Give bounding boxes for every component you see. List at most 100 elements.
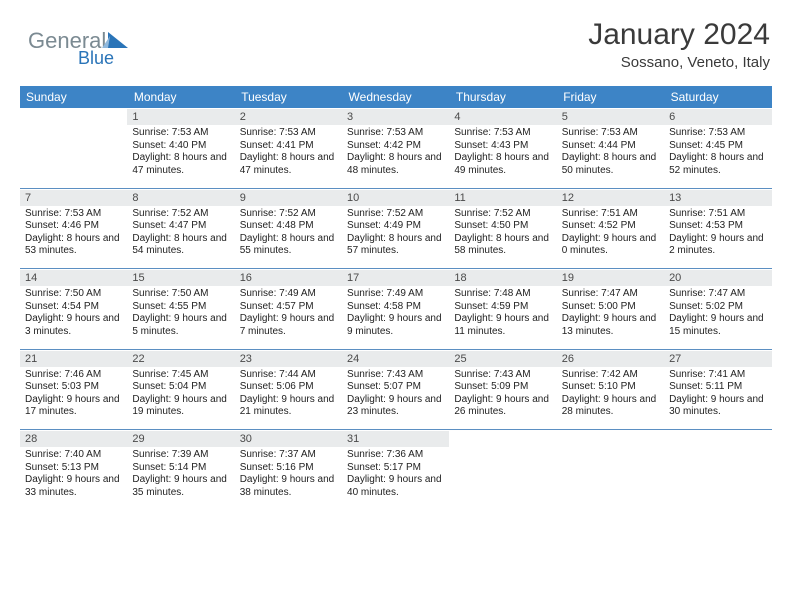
day-cell: 6Sunrise: 7:53 AM Sunset: 4:45 PM Daylig…: [664, 108, 771, 188]
day-cell: 12Sunrise: 7:51 AM Sunset: 4:52 PM Dayli…: [557, 189, 664, 269]
day-details: Sunrise: 7:46 AM Sunset: 5:03 PM Dayligh…: [20, 367, 127, 419]
day-number-bar: 6: [664, 108, 771, 125]
day-cell: 8Sunrise: 7:52 AM Sunset: 4:47 PM Daylig…: [127, 189, 234, 269]
location-label: Sossano, Veneto, Italy: [588, 54, 770, 71]
day-number-bar: 13: [664, 189, 771, 206]
day-cell: 31Sunrise: 7:36 AM Sunset: 5:17 PM Dayli…: [342, 430, 449, 510]
day-details: Sunrise: 7:37 AM Sunset: 5:16 PM Dayligh…: [235, 447, 342, 499]
week-row: 7Sunrise: 7:53 AM Sunset: 4:46 PM Daylig…: [20, 189, 772, 269]
day-details: Sunrise: 7:53 AM Sunset: 4:40 PM Dayligh…: [127, 125, 234, 177]
week-row: 28Sunrise: 7:40 AM Sunset: 5:13 PM Dayli…: [20, 430, 772, 510]
day-cell: [449, 430, 556, 510]
day-number-bar: 7: [20, 189, 127, 206]
day-cell: 24Sunrise: 7:43 AM Sunset: 5:07 PM Dayli…: [342, 350, 449, 430]
day-number-bar: [664, 430, 771, 447]
day-details: Sunrise: 7:47 AM Sunset: 5:02 PM Dayligh…: [664, 286, 771, 338]
day-cell: 23Sunrise: 7:44 AM Sunset: 5:06 PM Dayli…: [235, 350, 342, 430]
day-details: Sunrise: 7:53 AM Sunset: 4:42 PM Dayligh…: [342, 125, 449, 177]
day-cell: 1Sunrise: 7:53 AM Sunset: 4:40 PM Daylig…: [127, 108, 234, 188]
day-number-bar: [20, 108, 127, 125]
header: General Blue January 2024 Sossano, Venet…: [0, 0, 792, 86]
day-details: Sunrise: 7:49 AM Sunset: 4:58 PM Dayligh…: [342, 286, 449, 338]
day-cell: 19Sunrise: 7:47 AM Sunset: 5:00 PM Dayli…: [557, 269, 664, 349]
day-details: Sunrise: 7:36 AM Sunset: 5:17 PM Dayligh…: [342, 447, 449, 499]
day-number-bar: [557, 430, 664, 447]
svg-text:Blue: Blue: [78, 48, 114, 66]
day-number-bar: 12: [557, 189, 664, 206]
day-details: Sunrise: 7:52 AM Sunset: 4:49 PM Dayligh…: [342, 206, 449, 258]
day-cell: 16Sunrise: 7:49 AM Sunset: 4:57 PM Dayli…: [235, 269, 342, 349]
week-row: 1Sunrise: 7:53 AM Sunset: 4:40 PM Daylig…: [20, 108, 772, 188]
day-details: Sunrise: 7:47 AM Sunset: 5:00 PM Dayligh…: [557, 286, 664, 338]
day-details: Sunrise: 7:49 AM Sunset: 4:57 PM Dayligh…: [235, 286, 342, 338]
day-cell: 30Sunrise: 7:37 AM Sunset: 5:16 PM Dayli…: [235, 430, 342, 510]
day-cell: 21Sunrise: 7:46 AM Sunset: 5:03 PM Dayli…: [20, 350, 127, 430]
day-cell: 10Sunrise: 7:52 AM Sunset: 4:49 PM Dayli…: [342, 189, 449, 269]
day-details: Sunrise: 7:53 AM Sunset: 4:45 PM Dayligh…: [664, 125, 771, 177]
day-number-bar: 22: [127, 350, 234, 367]
day-details: Sunrise: 7:53 AM Sunset: 4:44 PM Dayligh…: [557, 125, 664, 177]
day-cell: 5Sunrise: 7:53 AM Sunset: 4:44 PM Daylig…: [557, 108, 664, 188]
day-details: Sunrise: 7:53 AM Sunset: 4:41 PM Dayligh…: [235, 125, 342, 177]
day-number-bar: 1: [127, 108, 234, 125]
day-number-bar: 26: [557, 350, 664, 367]
calendar-table: Sunday Monday Tuesday Wednesday Thursday…: [20, 86, 772, 510]
day-details: Sunrise: 7:52 AM Sunset: 4:48 PM Dayligh…: [235, 206, 342, 258]
day-number-bar: 21: [20, 350, 127, 367]
dow-sunday: Sunday: [20, 86, 127, 108]
day-details: Sunrise: 7:52 AM Sunset: 4:47 PM Dayligh…: [127, 206, 234, 258]
day-cell: 27Sunrise: 7:41 AM Sunset: 5:11 PM Dayli…: [664, 350, 771, 430]
dow-tuesday: Tuesday: [235, 86, 342, 108]
day-number-bar: 15: [127, 269, 234, 286]
day-number-bar: 25: [449, 350, 556, 367]
day-cell: [20, 108, 127, 188]
day-cell: 28Sunrise: 7:40 AM Sunset: 5:13 PM Dayli…: [20, 430, 127, 510]
day-number-bar: 4: [449, 108, 556, 125]
day-cell: 26Sunrise: 7:42 AM Sunset: 5:10 PM Dayli…: [557, 350, 664, 430]
day-number-bar: 3: [342, 108, 449, 125]
day-number-bar: 11: [449, 189, 556, 206]
brand-logo-icon: General Blue: [28, 26, 136, 66]
day-details: Sunrise: 7:45 AM Sunset: 5:04 PM Dayligh…: [127, 367, 234, 419]
day-cell: 20Sunrise: 7:47 AM Sunset: 5:02 PM Dayli…: [664, 269, 771, 349]
title-block: January 2024 Sossano, Veneto, Italy: [588, 18, 770, 71]
day-number-bar: 17: [342, 269, 449, 286]
day-details: Sunrise: 7:51 AM Sunset: 4:53 PM Dayligh…: [664, 206, 771, 258]
day-number-bar: 14: [20, 269, 127, 286]
dow-saturday: Saturday: [664, 86, 771, 108]
day-number-bar: [449, 430, 556, 447]
dow-monday: Monday: [127, 86, 234, 108]
day-details: Sunrise: 7:50 AM Sunset: 4:55 PM Dayligh…: [127, 286, 234, 338]
week-row: 14Sunrise: 7:50 AM Sunset: 4:54 PM Dayli…: [20, 269, 772, 349]
day-cell: 14Sunrise: 7:50 AM Sunset: 4:54 PM Dayli…: [20, 269, 127, 349]
day-number-bar: 31: [342, 430, 449, 447]
day-cell: 4Sunrise: 7:53 AM Sunset: 4:43 PM Daylig…: [449, 108, 556, 188]
day-cell: 25Sunrise: 7:43 AM Sunset: 5:09 PM Dayli…: [449, 350, 556, 430]
day-details: Sunrise: 7:43 AM Sunset: 5:09 PM Dayligh…: [449, 367, 556, 419]
day-cell: 17Sunrise: 7:49 AM Sunset: 4:58 PM Dayli…: [342, 269, 449, 349]
day-number-bar: 19: [557, 269, 664, 286]
day-details: Sunrise: 7:42 AM Sunset: 5:10 PM Dayligh…: [557, 367, 664, 419]
day-details: Sunrise: 7:53 AM Sunset: 4:46 PM Dayligh…: [20, 206, 127, 258]
dow-wednesday: Wednesday: [342, 86, 449, 108]
day-cell: 22Sunrise: 7:45 AM Sunset: 5:04 PM Dayli…: [127, 350, 234, 430]
day-number-bar: 5: [557, 108, 664, 125]
day-number-bar: 18: [449, 269, 556, 286]
day-cell: 13Sunrise: 7:51 AM Sunset: 4:53 PM Dayli…: [664, 189, 771, 269]
day-number-bar: 29: [127, 430, 234, 447]
month-title: January 2024: [588, 18, 770, 52]
dow-friday: Friday: [557, 86, 664, 108]
day-cell: 9Sunrise: 7:52 AM Sunset: 4:48 PM Daylig…: [235, 189, 342, 269]
logo: General Blue: [28, 26, 136, 66]
day-cell: [557, 430, 664, 510]
dow-thursday: Thursday: [449, 86, 556, 108]
week-row: 21Sunrise: 7:46 AM Sunset: 5:03 PM Dayli…: [20, 350, 772, 430]
day-number-bar: 10: [342, 189, 449, 206]
dow-row: Sunday Monday Tuesday Wednesday Thursday…: [20, 86, 772, 108]
day-details: Sunrise: 7:44 AM Sunset: 5:06 PM Dayligh…: [235, 367, 342, 419]
day-number-bar: 27: [664, 350, 771, 367]
day-number-bar: 24: [342, 350, 449, 367]
day-details: Sunrise: 7:40 AM Sunset: 5:13 PM Dayligh…: [20, 447, 127, 499]
day-cell: 18Sunrise: 7:48 AM Sunset: 4:59 PM Dayli…: [449, 269, 556, 349]
day-details: Sunrise: 7:50 AM Sunset: 4:54 PM Dayligh…: [20, 286, 127, 338]
